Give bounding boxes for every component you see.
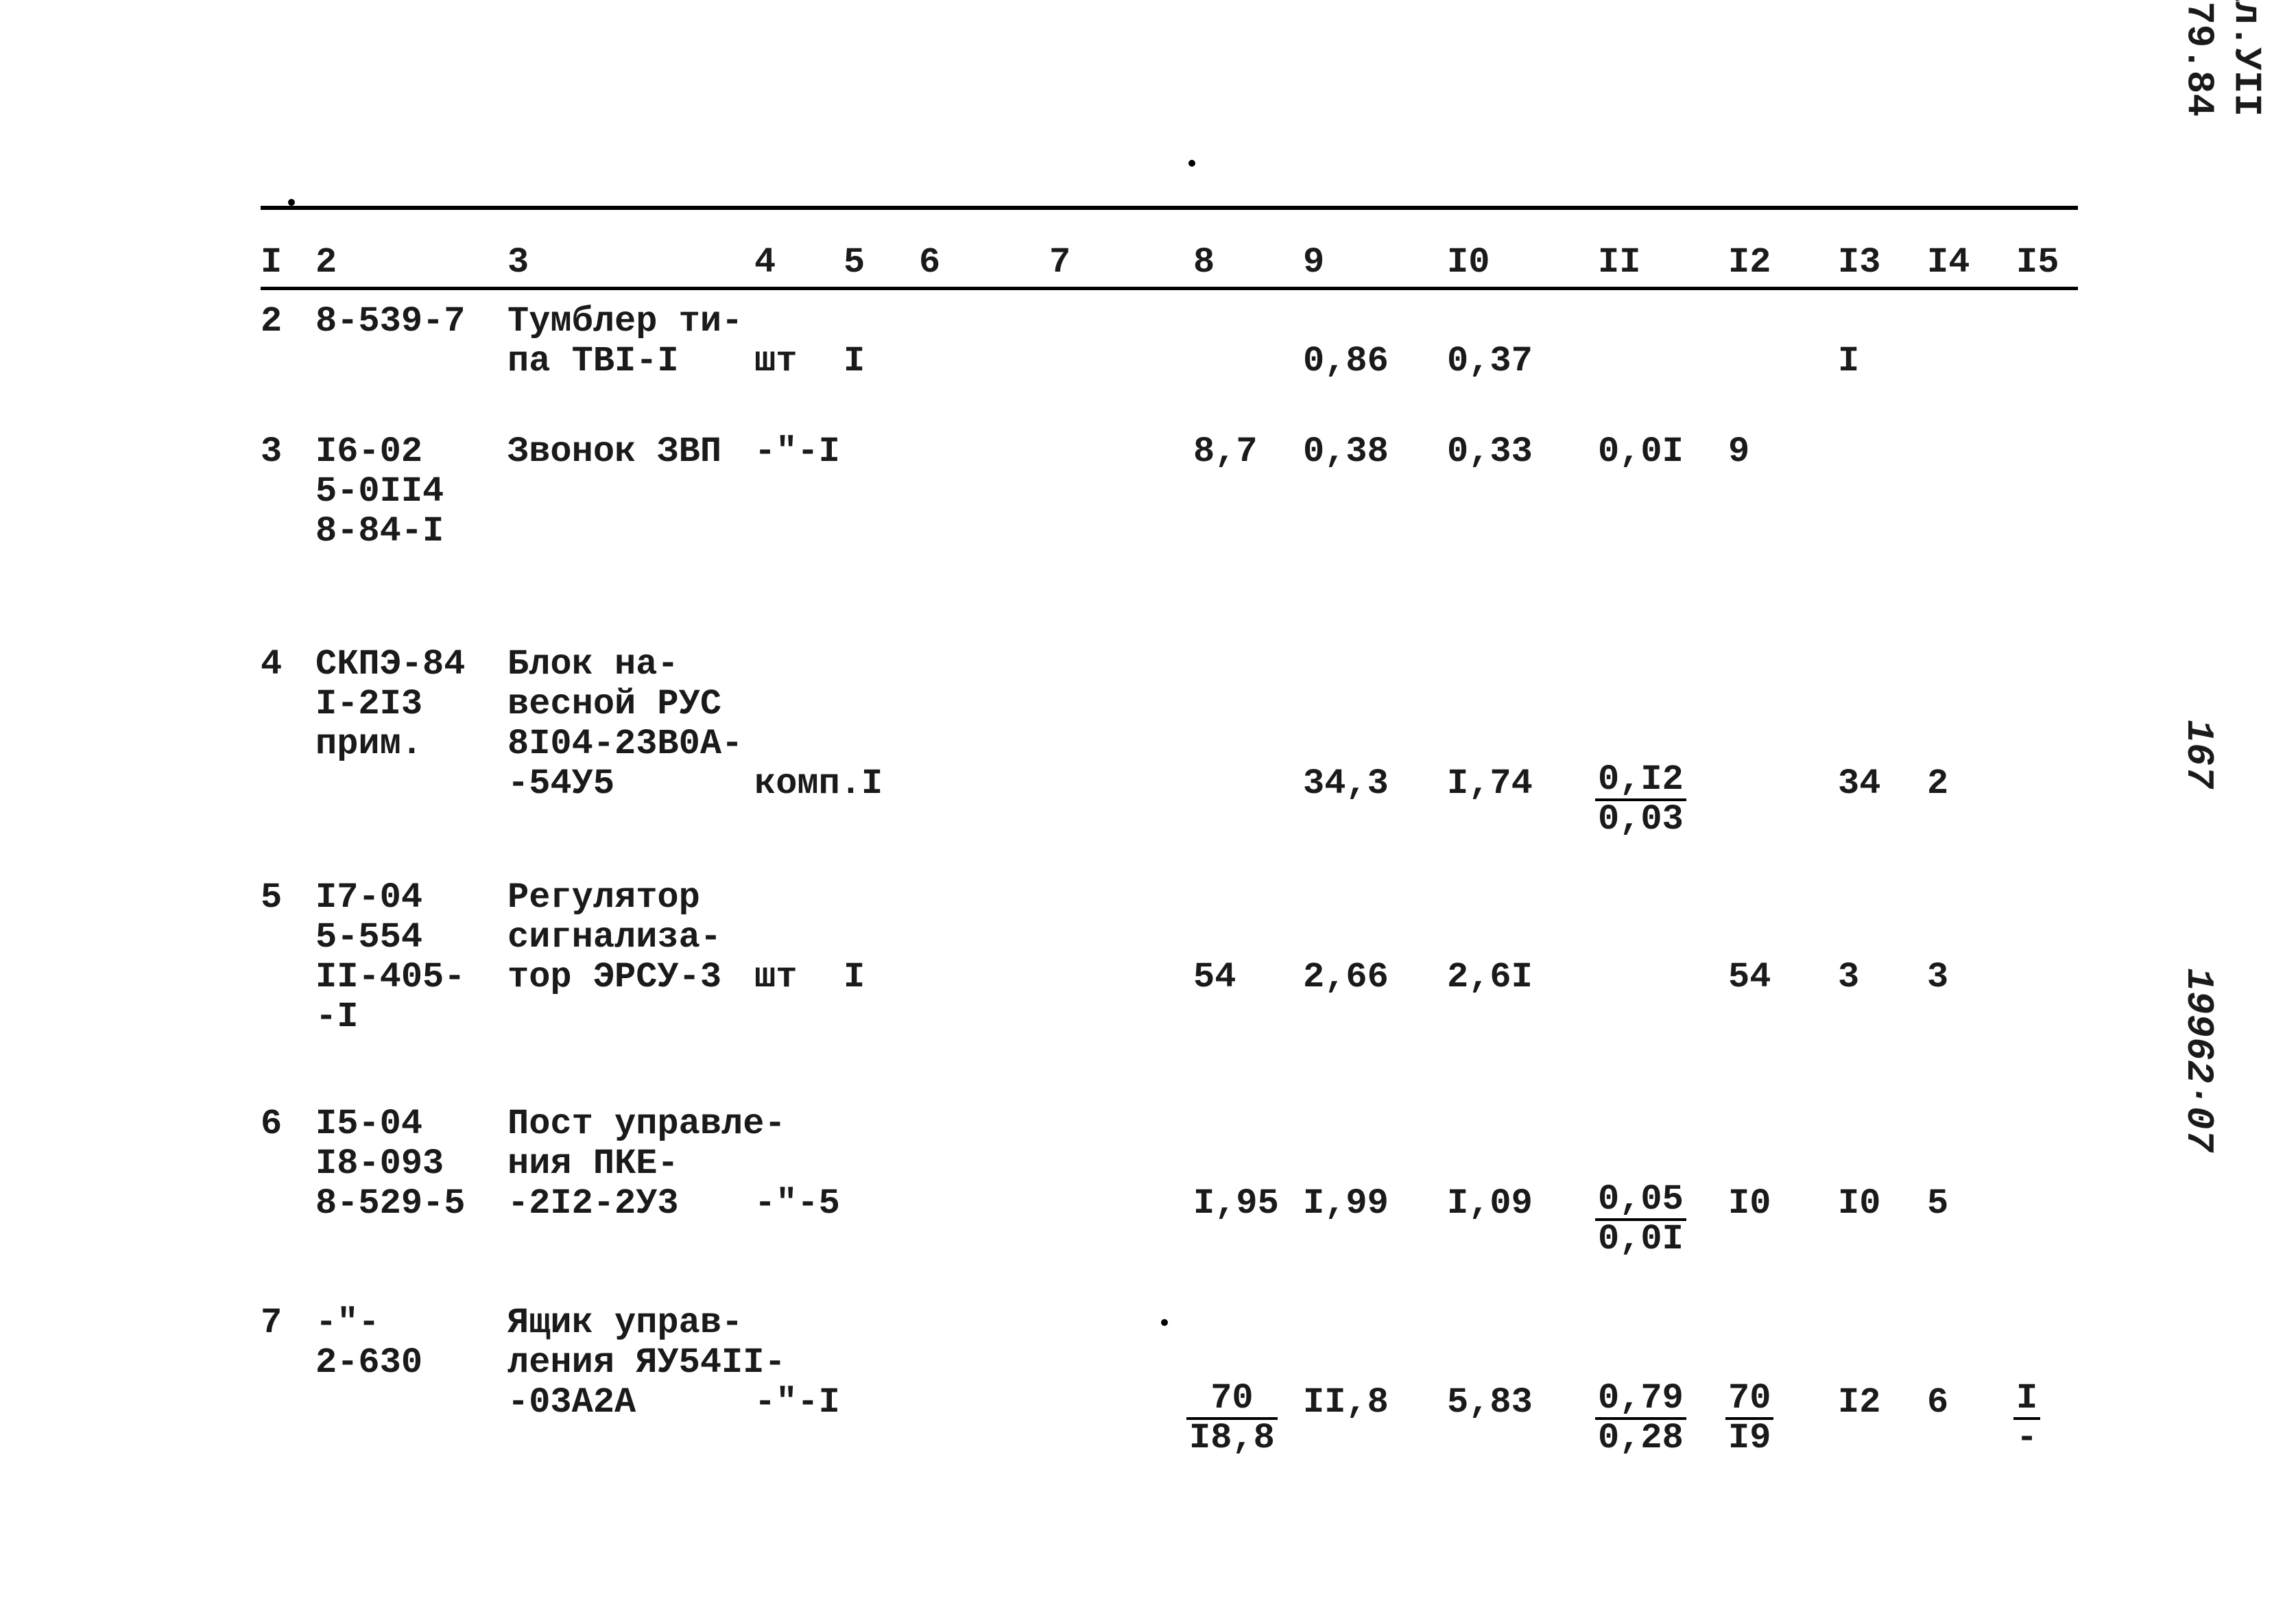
table-cell: Тумблер ти- па ТВI-I	[507, 302, 743, 381]
table-header-cell: I5	[2016, 242, 2059, 283]
table-cell: I,09	[1447, 1184, 1533, 1224]
table-cell: I,99	[1303, 1184, 1389, 1224]
table-header-cell: II	[1598, 242, 1640, 283]
table-cell: 0,0I	[1598, 432, 1684, 472]
table-cell: комп.I	[754, 764, 883, 804]
table-header-row: I23456789I0III2I3I4I5	[261, 239, 2078, 290]
table-cell: -"-I	[754, 1383, 840, 1423]
table-cell: I,95	[1193, 1184, 1279, 1224]
table-header-cell: 9	[1303, 242, 1324, 283]
table-header-cell: I0	[1447, 242, 1490, 283]
table-cell: 2	[261, 302, 282, 342]
table-cell: 3	[1838, 958, 1859, 997]
footer-code: 19962·07	[2177, 968, 2221, 1152]
table-cell: 9	[1728, 432, 1749, 472]
speck	[1188, 160, 1195, 167]
table-cell-fraction: 70I8,8	[1186, 1380, 1278, 1457]
table-cell: 3	[261, 432, 282, 472]
speck	[1161, 1319, 1168, 1326]
table-cell: I7-04 5-554 II-405- -I	[315, 878, 465, 1037]
table-cell: Блок на- весной РУС 8I04-23В0А- -54У5	[507, 645, 743, 804]
table-cell: 6	[1927, 1383, 1948, 1423]
table-header-cell: 2	[315, 242, 337, 283]
table-cell-fraction: 0,050,0I	[1595, 1181, 1686, 1258]
table-cell: 8,7	[1193, 432, 1258, 472]
page-number: 167	[2177, 720, 2221, 789]
table-cell: I6-02 5-0II4 8-84-I	[315, 432, 444, 552]
doc-code-sub: Ал.УII	[2225, 0, 2269, 117]
table-header-cell: 5	[844, 242, 865, 283]
table-cell: 8-539-7	[315, 302, 465, 342]
table-cell: I	[844, 958, 865, 997]
table-cell-fraction: I-	[2013, 1380, 2040, 1457]
table-cell: 5,83	[1447, 1383, 1533, 1423]
table-header-cell: I2	[1728, 242, 1771, 283]
table-cell: 2,66	[1303, 958, 1389, 997]
table-cell: I	[1838, 342, 1859, 381]
table-cell: 34	[1838, 764, 1880, 804]
table-header-cell: 7	[1049, 242, 1071, 283]
doc-code-top: А-II,III,IУ-I50-279.84	[2177, 0, 2221, 117]
table-cell-fraction: 0,I20,03	[1595, 761, 1686, 838]
table-header-cell: 6	[919, 242, 940, 283]
table-cell: I2	[1838, 1383, 1880, 1423]
table-cell: 0,33	[1447, 432, 1533, 472]
table-cell: I0	[1728, 1184, 1771, 1224]
table-cell: 6	[261, 1104, 282, 1144]
table-cell-fraction: 0,790,28	[1595, 1380, 1686, 1457]
table-header-cell: I3	[1838, 242, 1880, 283]
page: А-II,III,IУ-I50-279.84 Ал.УII 167 19962·…	[0, 0, 2296, 1601]
table-cell: 7	[261, 1303, 282, 1343]
table-cell: 54	[1193, 958, 1236, 997]
table-cell: -"-I	[754, 432, 840, 472]
table-header-cell: I4	[1927, 242, 1970, 283]
table-cell-fraction: 70I9	[1725, 1380, 1773, 1457]
table-cell: -"-5	[754, 1184, 840, 1224]
table-cell: 5	[1927, 1184, 1948, 1224]
table-cell: I0	[1838, 1184, 1880, 1224]
table-cell: 34,3	[1303, 764, 1389, 804]
table-cell: 2	[1927, 764, 1948, 804]
table-cell: 5	[261, 878, 282, 918]
table-cell: 2,6I	[1447, 958, 1533, 997]
table-cell: 0,37	[1447, 342, 1533, 381]
table-cell: СКПЭ-84 I-2I3 прим.	[315, 645, 465, 764]
table-cell: 3	[1927, 958, 1948, 997]
table-header-cell: I	[261, 242, 282, 283]
table-cell: Пост управле- ния ПКЕ- -2I2-2У3	[507, 1104, 786, 1224]
table-header-cell: 3	[507, 242, 529, 283]
table-cell: I,74	[1447, 764, 1533, 804]
speck	[288, 199, 295, 206]
table-cell: Ящик управ- ления ЯУ54II- -03А2А	[507, 1303, 786, 1423]
table-cell: 4	[261, 645, 282, 685]
table-cell: I	[844, 342, 865, 381]
table-header-cell: 8	[1193, 242, 1215, 283]
table-cell: 54	[1728, 958, 1771, 997]
rule-top	[261, 206, 2078, 210]
table-cell: 0,86	[1303, 342, 1389, 381]
table-cell: шт	[754, 958, 797, 997]
table-cell: 0,38	[1303, 432, 1389, 472]
table-cell: I5-04 I8-093 8-529-5	[315, 1104, 465, 1224]
table-header-cell: 4	[754, 242, 776, 283]
table-cell: Регулятор сигнализа- тор ЭРСУ-3	[507, 878, 721, 997]
table-cell: шт	[754, 342, 797, 381]
table-cell: -"- 2-630	[315, 1303, 422, 1383]
table-cell: Звонок ЗВП	[507, 432, 721, 472]
table-cell: II,8	[1303, 1383, 1389, 1423]
